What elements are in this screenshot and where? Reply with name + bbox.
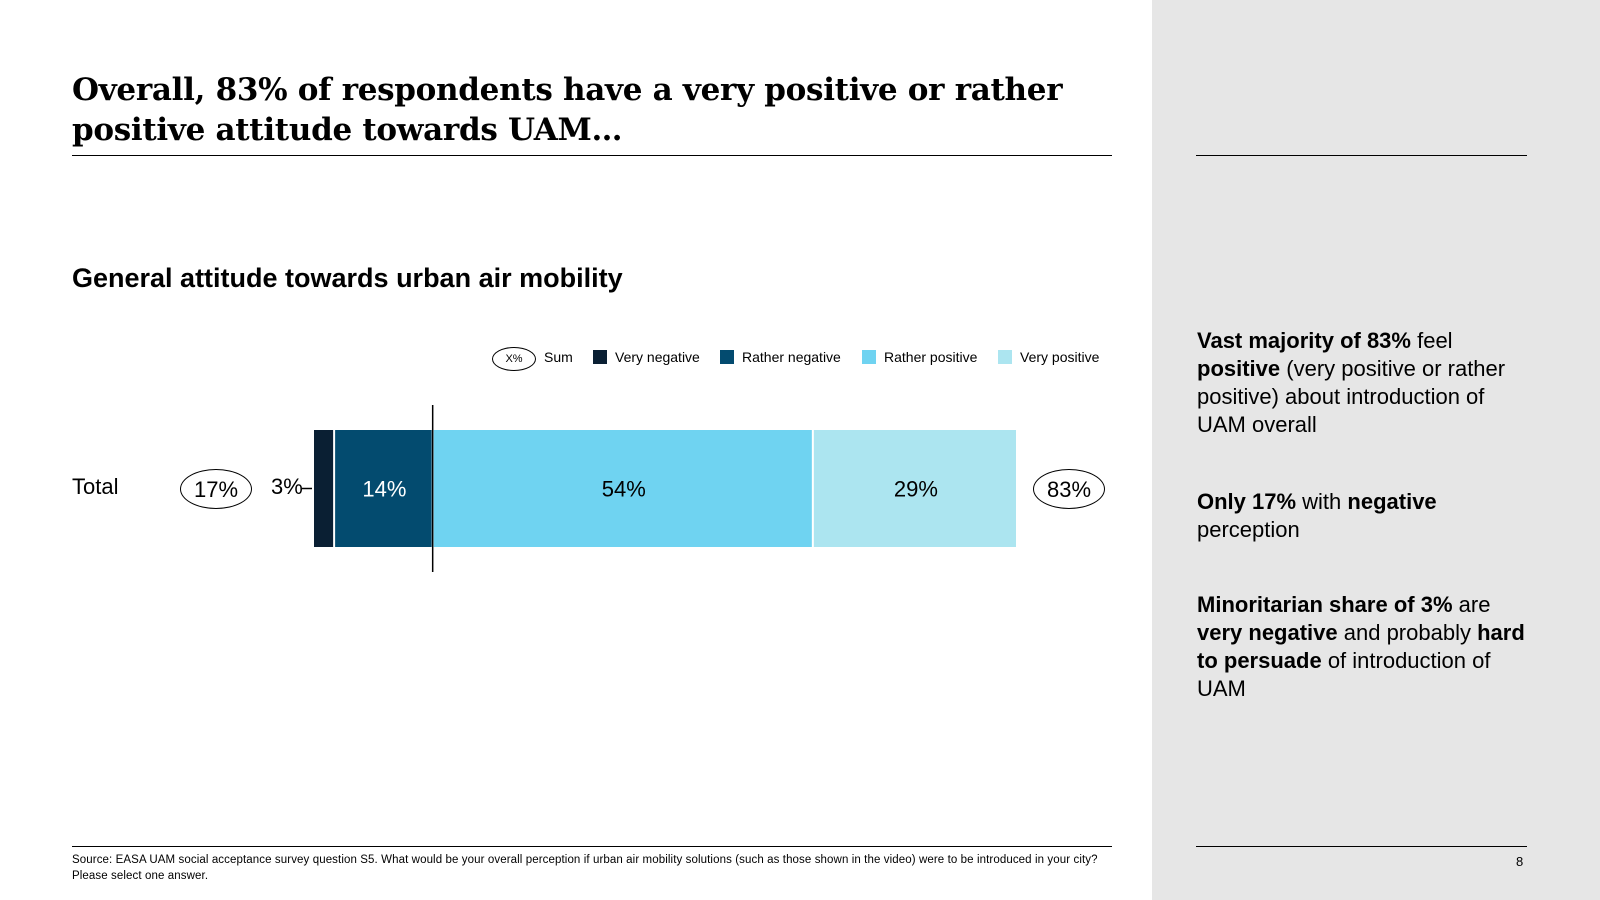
legend-item-sum: Sum	[544, 349, 573, 365]
insight-very-negative-bold-1: Minoritarian share of 3%	[1197, 592, 1453, 617]
insight-positive-bold-1: Vast majority of 83%	[1197, 328, 1411, 353]
legend-label-very-positive: Very positive	[1020, 349, 1100, 365]
legend-sum-symbol: X%	[492, 347, 536, 371]
chart-legend: X% Sum Very negative Rather negative Rat…	[490, 347, 1106, 371]
chart-subtitle: General attitude towards urban air mobil…	[72, 263, 623, 293]
insight-negative-bold-1: Only 17%	[1197, 489, 1297, 514]
legend-item-rather-positive: Rather positive	[862, 349, 977, 365]
very-negative-external-label: 3%	[271, 474, 303, 499]
insight-very-negative: Minoritarian share of 3% are very negati…	[1197, 591, 1537, 703]
legend-swatch-rather-negative	[720, 350, 734, 364]
bar-segment-rather-positive	[433, 430, 812, 547]
bar-label-rather-positive: 54%	[602, 477, 646, 502]
insight-negative-text-1: with	[1296, 489, 1348, 514]
legend-item-very-positive: Very positive	[998, 349, 1099, 365]
title-rule	[72, 155, 1112, 156]
insight-very-negative-text-2: and probably	[1337, 620, 1478, 645]
insight-positive-bold-2: positive	[1197, 356, 1281, 381]
bar-label-rather-negative: 14%	[362, 477, 406, 502]
legend-item-rather-negative: Rather negative	[720, 349, 841, 365]
positive-sum-oval: 83%	[1033, 469, 1105, 509]
sidebar-footer-rule	[1196, 846, 1527, 847]
legend-label-rather-positive: Rather positive	[884, 349, 978, 365]
insight-positive-text-1: feel	[1410, 328, 1453, 353]
insight-negative-bold-2: negative	[1347, 489, 1437, 514]
insight-positive: Vast majority of 83% feel positive (very…	[1197, 327, 1537, 439]
bar-segment-very-negative	[314, 430, 334, 547]
page-number: 8	[1516, 854, 1524, 869]
legend-swatch-very-positive	[998, 350, 1012, 364]
legend-label-very-negative: Very negative	[615, 349, 700, 365]
insight-very-negative-bold-2: very negative	[1197, 620, 1338, 645]
legend-label-sum: Sum	[544, 349, 573, 365]
negative-sum-oval: 17%	[180, 469, 252, 509]
legend-item-very-negative: Very negative	[593, 349, 700, 365]
legend-swatch-rather-positive	[862, 350, 876, 364]
sidebar-panel	[1152, 0, 1600, 900]
category-label-total: Total	[72, 474, 119, 499]
legend-swatch-very-negative	[593, 350, 607, 364]
footer-rule	[72, 846, 1112, 847]
insight-very-negative-bold-3: hard to persuade	[1197, 620, 1525, 673]
sidebar-top-rule	[1196, 155, 1527, 156]
insight-negative: Only 17% with negative perception	[1197, 488, 1537, 544]
insight-positive-text-2: (very positive or rather positive) about…	[1197, 356, 1506, 437]
bar-label-very-positive: 29%	[894, 477, 938, 502]
bar-segment-rather-negative	[335, 430, 432, 547]
bar-segment-very-positive	[813, 430, 1016, 547]
insight-very-negative-text-1: are	[1452, 592, 1491, 617]
page-title: Overall, 83% of respondents have a very …	[72, 72, 1063, 148]
insight-negative-text-2: perception	[1197, 517, 1300, 542]
insight-very-negative-text-3: of introduction of UAM	[1197, 648, 1491, 701]
legend-label-rather-negative: Rather negative	[742, 349, 841, 365]
source-note: Source: EASA UAM social acceptance surve…	[72, 854, 1098, 882]
